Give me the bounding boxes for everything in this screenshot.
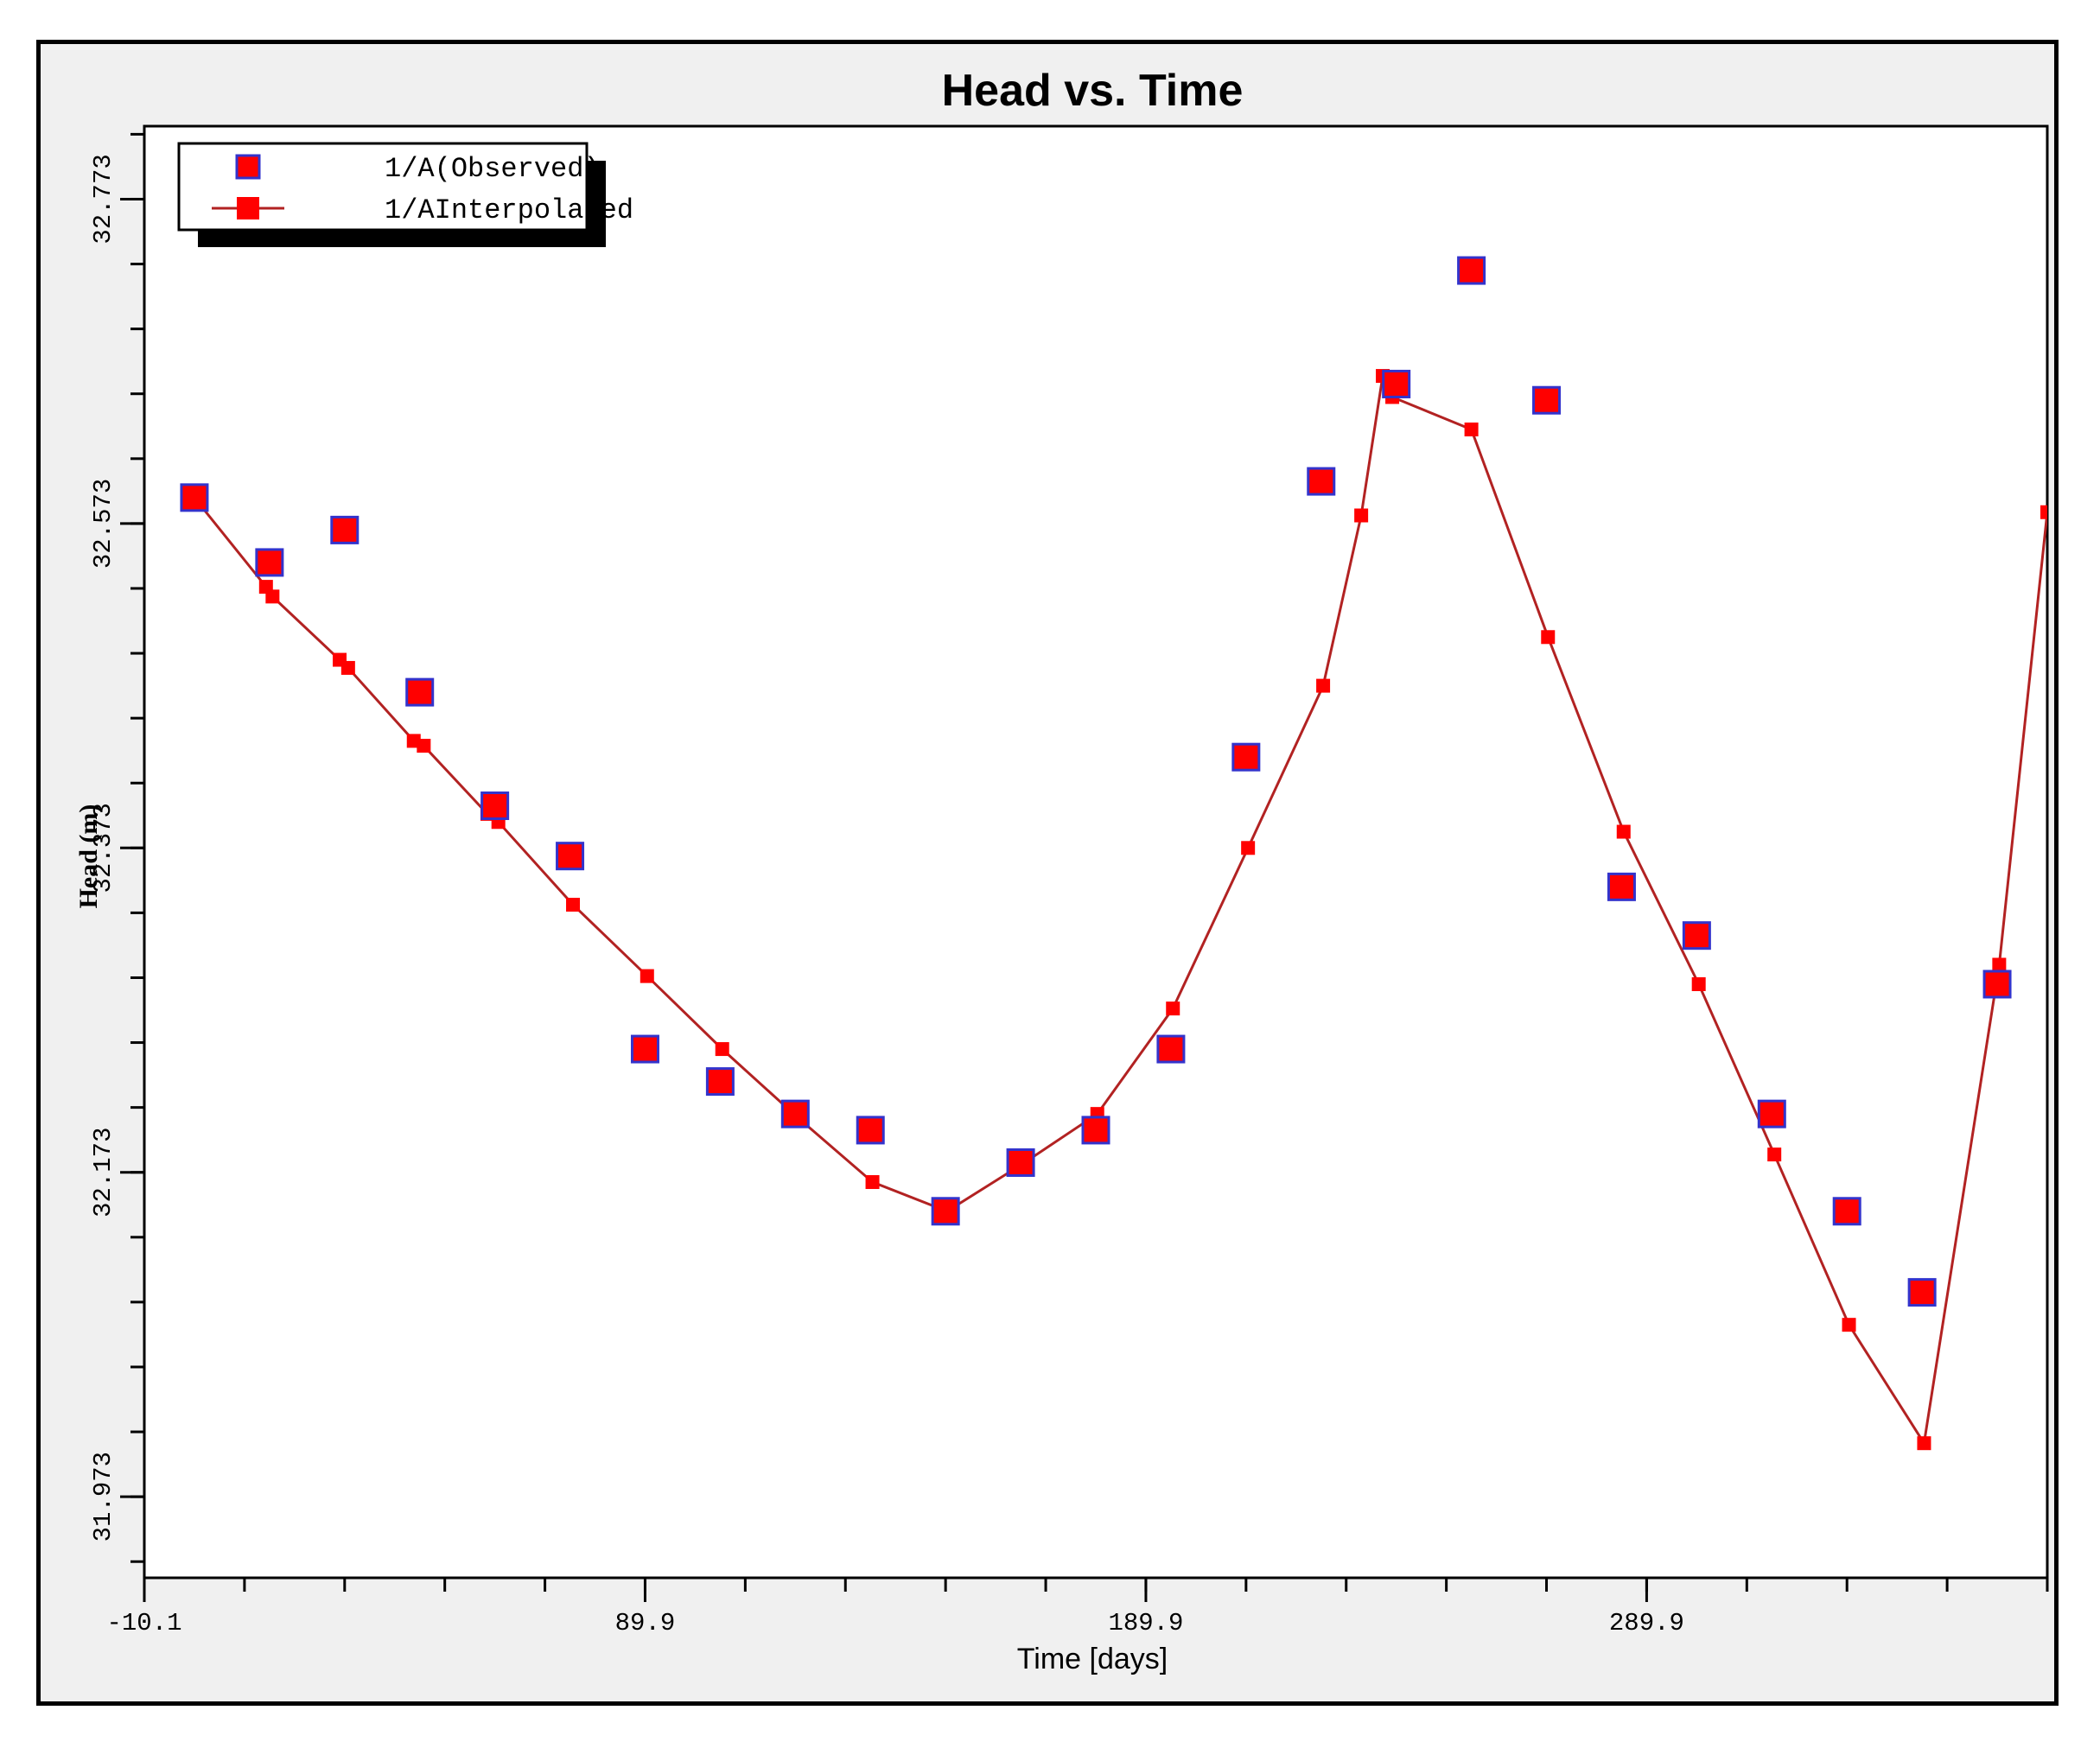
x-tick-label: 189.9 — [1108, 1609, 1183, 1637]
y-axis: 31.973 32.173 32.373 32.573 32.773 — [89, 132, 144, 1563]
interpolated-point — [265, 589, 280, 604]
observed-point — [405, 677, 435, 707]
interpolated-point — [1842, 1318, 1856, 1332]
legend-observed-marker — [235, 154, 261, 180]
interpolated-point — [1992, 957, 2007, 972]
legend-interpolated-marker — [237, 197, 259, 219]
observed-point — [1307, 467, 1336, 496]
y-tick-label: 31.973 — [89, 1452, 118, 1542]
x-tick-label: 289.9 — [1609, 1609, 1684, 1637]
x-tick-label: -10.1 — [106, 1609, 181, 1637]
interpolated-point — [1917, 1436, 1931, 1451]
interpolated-point — [1241, 841, 1256, 855]
observed-point — [1832, 1197, 1861, 1226]
observed-point — [1382, 369, 1411, 398]
observed-point — [1757, 1099, 1786, 1128]
chart-frame: Head vs. Time -10.1 89.9 189.9 289.9 31.973… — [36, 40, 2059, 1706]
legend-interpolated-label: 1/AInterpolated — [385, 194, 633, 226]
x-axis: -10.1 89.9 189.9 289.9 — [106, 1578, 2049, 1637]
observed-point — [931, 1197, 960, 1226]
interpolated-point — [1166, 1001, 1180, 1016]
observed-point — [330, 515, 360, 544]
interpolated-point — [2040, 505, 2047, 519]
observed-point — [1982, 970, 2012, 999]
y-axis-label: Head (m) — [74, 804, 103, 909]
x-axis-label: Time [days] — [1017, 1643, 1168, 1675]
observed-point — [1532, 385, 1562, 415]
y-tick-label: 32.173 — [89, 1128, 118, 1217]
interpolated-point — [1316, 678, 1331, 693]
observed-point — [705, 1067, 735, 1097]
interpolated-point — [715, 1042, 729, 1057]
observed-point — [556, 842, 585, 871]
y-tick-label: 32.573 — [89, 479, 118, 569]
observed-point — [1231, 742, 1261, 772]
interpolated-point — [1616, 824, 1631, 839]
observed-point — [1081, 1116, 1110, 1145]
observed-point — [780, 1099, 810, 1128]
observed-point — [856, 1116, 885, 1145]
interpolated-point — [865, 1174, 880, 1189]
legend-observed-label: 1/A(Observed) — [385, 153, 601, 185]
interpolated-point — [1464, 423, 1479, 437]
interpolated-point — [1691, 976, 1706, 991]
legend: 1/A(Observed) 1/AInterpolated — [177, 142, 633, 247]
observed-point — [1156, 1034, 1186, 1064]
chart-title: Head vs. Time — [942, 66, 1244, 116]
y-tick-label: 32.373 — [89, 803, 118, 893]
observed-point — [1607, 872, 1636, 901]
observed-point — [1006, 1148, 1035, 1177]
interpolated-point — [566, 898, 581, 912]
observed-point — [1907, 1278, 1937, 1307]
series-layer — [180, 256, 2047, 1451]
head-vs-time-chart: Head vs. Time -10.1 89.9 189.9 289.9 31.973… — [74, 66, 2049, 1675]
y-tick-label: 32.773 — [89, 154, 118, 244]
observed-point — [1457, 256, 1486, 285]
interpolated-point — [1354, 508, 1369, 523]
observed-point — [630, 1034, 659, 1064]
x-tick-label: 89.9 — [615, 1609, 676, 1637]
plot-area — [143, 124, 2049, 1580]
interpolated-point — [1541, 630, 1556, 645]
observed-point — [480, 792, 510, 821]
observed-point — [180, 483, 209, 512]
observed-point — [255, 548, 284, 577]
interpolated-point — [417, 739, 431, 753]
interpolated-point — [640, 969, 654, 983]
interpolated-point — [340, 660, 355, 675]
observed-point — [1682, 921, 1711, 950]
interpolated-point — [1767, 1148, 1782, 1162]
